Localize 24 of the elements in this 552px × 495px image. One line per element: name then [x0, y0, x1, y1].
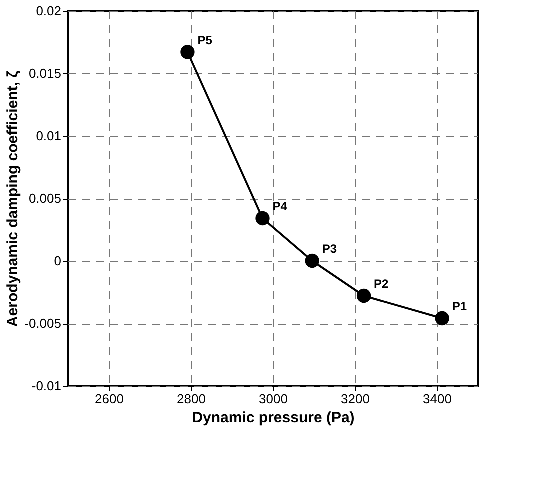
y-tick-label: 0.01	[36, 128, 62, 144]
annotation: P5	[198, 33, 213, 48]
annotation: P4	[272, 200, 288, 214]
y-axis-title: Aerodynamic damping coefficient, ζ	[4, 70, 22, 328]
y-tick-label: -0.005	[24, 316, 62, 331]
y-tick-label: -0.01	[32, 378, 62, 394]
point	[305, 254, 320, 268]
x-axis-title: Dynamic pressure (Pa)	[192, 410, 355, 426]
y-tick-label: 0	[54, 254, 62, 268]
x-tick-label: 2800	[177, 392, 206, 406]
x-tick-label: 2600	[95, 392, 124, 406]
annotation: P2	[374, 277, 390, 291]
x-tick-label: 3000	[259, 392, 288, 406]
annotation: P3	[322, 242, 338, 256]
point	[256, 211, 270, 226]
x-tick-label: 3200	[341, 392, 370, 406]
point	[356, 288, 372, 304]
x-tick-label: 3400	[423, 392, 452, 406]
point	[180, 45, 195, 60]
point	[435, 311, 450, 326]
y-tick-label: 0.015	[28, 66, 62, 81]
y-tick-label: 0.005	[28, 191, 62, 206]
annotation: P1	[452, 300, 468, 314]
y-tick-label: 0.02	[36, 4, 62, 18]
